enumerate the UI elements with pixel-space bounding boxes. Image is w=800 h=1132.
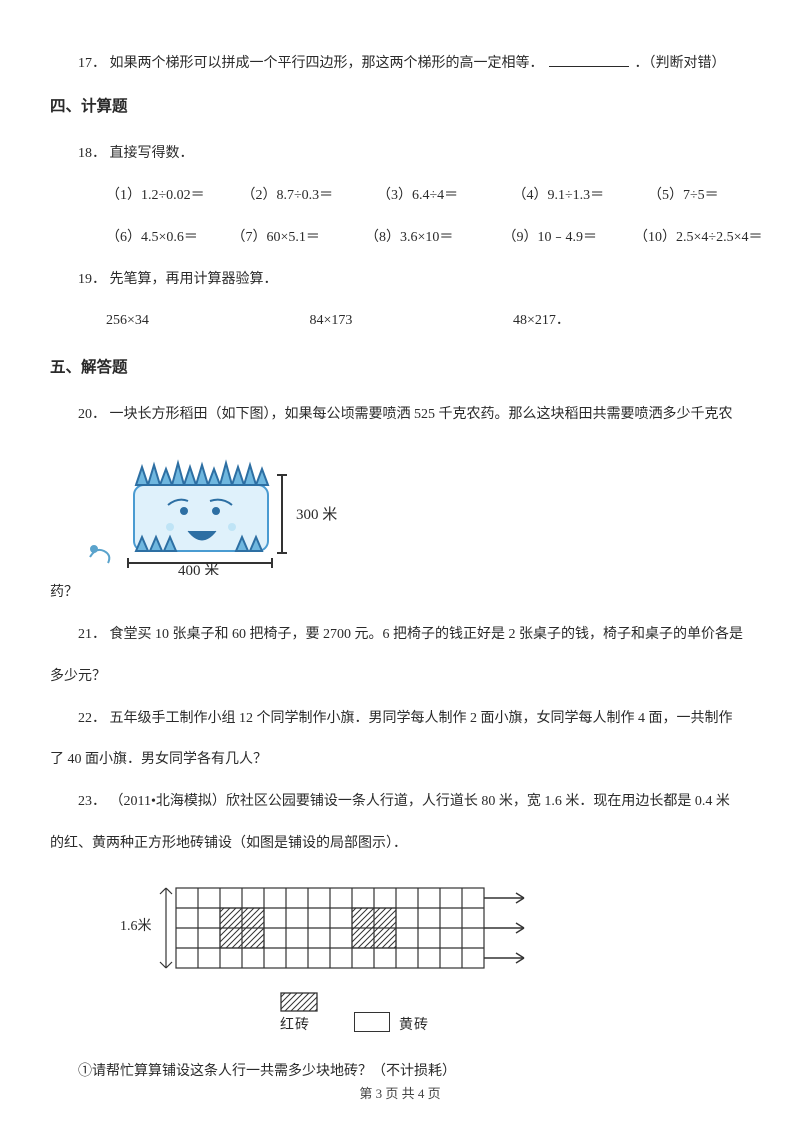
q18-3: （3）6.4÷4＝	[349, 184, 481, 208]
q20-width-label: 400 米	[178, 562, 219, 575]
legend-red-label: 红砖	[280, 1014, 310, 1038]
q20-line1: 20． 一块长方形稻田（如下图），如果每公顷需要喷洒 525 千克农药。那么这块…	[50, 403, 750, 427]
q17-blank[interactable]	[549, 53, 629, 67]
q19-c2: 84×173	[282, 309, 482, 333]
q20-line2: 药？	[50, 581, 750, 605]
q20-figure: 300 米 400 米	[50, 445, 750, 575]
section-5-heading: 五、解答题	[50, 355, 750, 381]
q23-text1: （2011•北海模拟）欣社区公园要铺设一条人行道，人行道长 80 米，宽 1.6…	[110, 794, 730, 809]
q23-height-label: 1.6米	[120, 918, 152, 934]
q17: 17． 如果两个梯形可以拼成一个平行四边形，那这两个梯形的高一定相等． ．（判断…	[50, 52, 750, 76]
q18-num: 18．	[78, 146, 106, 161]
rice-field-diagram: 300 米 400 米	[50, 445, 350, 575]
q19-num: 19．	[78, 272, 106, 287]
q19-title: 先笔算，再用计算器验算．	[110, 272, 278, 287]
q19-c3: 48×217．	[485, 309, 685, 333]
q21-line1: 21． 食堂买 10 张桌子和 60 把椅子，要 2700 元。6 把椅子的钱正…	[50, 623, 750, 647]
q23-num: 23．	[78, 794, 106, 809]
q21-line2: 多少元？	[50, 665, 750, 689]
q23-sub1: ①请帮忙算算铺设这条人行一共需多少块地砖？（不计损耗）	[50, 1060, 750, 1084]
q18-9: （9）10﹣4.9＝	[475, 226, 603, 250]
q17-num: 17．	[78, 56, 106, 71]
q21-num: 21．	[78, 627, 106, 642]
q20-height-label: 300 米	[296, 506, 337, 523]
q23-figure: 1.6米	[120, 874, 750, 1038]
q22-line2: 了 40 面小旗．男女同学各有几人？	[50, 748, 750, 772]
q22-num: 22．	[78, 711, 106, 726]
q20-num: 20．	[78, 407, 106, 422]
q18-5: （5）7÷5＝	[620, 184, 752, 208]
page-footer: 第 3 页 共 4 页	[0, 1083, 800, 1102]
legend-yellow-swatch	[354, 1012, 390, 1032]
q19-head: 19． 先笔算，再用计算器验算．	[50, 268, 750, 292]
q17-suffix: ．（判断对错）	[635, 56, 726, 71]
section-4-heading: 四、计算题	[50, 94, 750, 120]
q18-row1: （1）1.2÷0.02＝ （2）8.7÷0.3＝ （3）6.4÷4＝ （4）9.…	[50, 184, 750, 208]
q18-1: （1）1.2÷0.02＝	[78, 184, 210, 208]
tile-grid-diagram: 1.6米	[120, 874, 540, 984]
q22-text1: 五年级手工制作小组 12 个同学制作小旗．男同学每人制作 2 面小旗，女同学每人…	[110, 711, 733, 726]
q19-c1: 256×34	[78, 309, 278, 333]
q20-text: 一块长方形稻田（如下图），如果每公顷需要喷洒 525 千克农药。那么这块稻田共需…	[110, 407, 733, 422]
q19-row: 256×34 84×173 48×217．	[50, 309, 750, 333]
q23-line1: 23． （2011•北海模拟）欣社区公园要铺设一条人行道，人行道长 80 米，宽…	[50, 790, 750, 814]
q17-text: 如果两个梯形可以拼成一个平行四边形，那这两个梯形的高一定相等．	[110, 56, 544, 71]
q18-7: （7）60×5.1＝	[204, 226, 334, 250]
q23-line2: 的红、黄两种正方形地砖铺设（如图是铺设的局部图示）．	[50, 832, 750, 856]
q18-head: 18． 直接写得数．	[50, 142, 750, 166]
q22-line1: 22． 五年级手工制作小组 12 个同学制作小旗．男同学每人制作 2 面小旗，女…	[50, 707, 750, 731]
q18-title: 直接写得数．	[110, 146, 194, 161]
legend-red-swatch	[280, 992, 318, 1012]
q18-8: （8）3.6×10＝	[337, 226, 471, 250]
q18-row2: （6）4.5×0.6＝ （7）60×5.1＝ （8）3.6×10＝ （9）10﹣…	[50, 226, 750, 250]
q18-4: （4）9.1÷1.3＝	[485, 184, 617, 208]
q23-legend: 红砖 黄砖	[280, 992, 750, 1038]
q21-text1: 食堂买 10 张桌子和 60 把椅子，要 2700 元。6 把椅子的钱正好是 2…	[110, 627, 744, 642]
legend-yellow-label: 黄砖	[399, 1014, 429, 1038]
exam-page: 17． 如果两个梯形可以拼成一个平行四边形，那这两个梯形的高一定相等． ．（判断…	[0, 0, 800, 1083]
q18-10: （10）2.5×4÷2.5×4＝	[606, 226, 776, 250]
q18-2: （2）8.7÷0.3＝	[214, 184, 346, 208]
q18-6: （6）4.5×0.6＝	[78, 226, 200, 250]
